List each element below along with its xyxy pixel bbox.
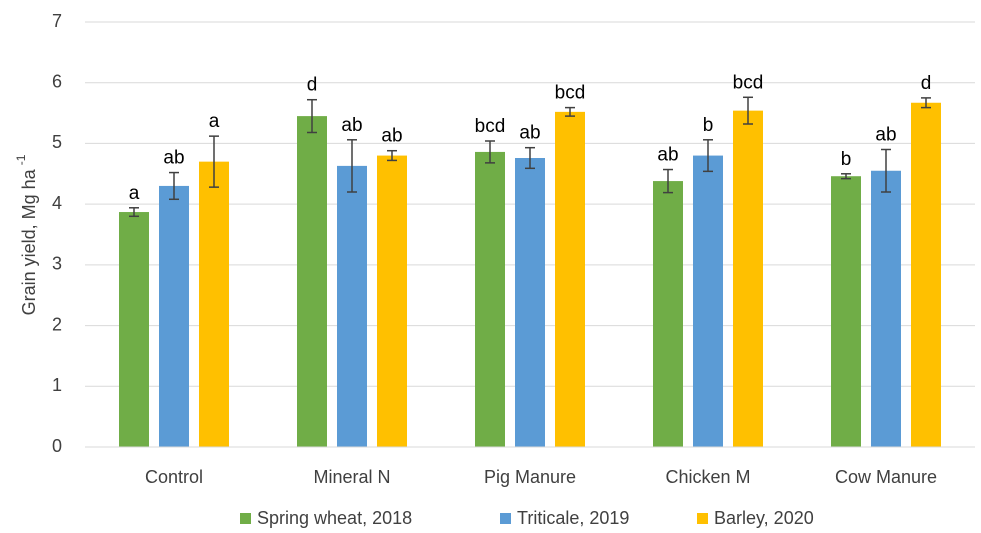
- y-tick-label: 6: [52, 71, 62, 91]
- y-tick-label: 5: [52, 132, 62, 152]
- error-bar: [129, 207, 139, 218]
- bar: [199, 161, 229, 447]
- y-tick-label: 2: [52, 314, 62, 334]
- y-tick-label: 7: [52, 11, 62, 31]
- significance-label: d: [921, 73, 932, 94]
- error-bar: [921, 97, 931, 109]
- significance-label: bcd: [733, 72, 764, 93]
- y-tick-label: 4: [52, 193, 62, 213]
- y-axis-label-superscript: -1: [14, 154, 28, 165]
- legend-label: Triticale, 2019: [517, 508, 629, 528]
- significance-label: b: [703, 115, 714, 136]
- error-bar: [485, 140, 495, 164]
- bar: [555, 111, 585, 447]
- error-bar: [387, 149, 397, 162]
- error-bar: [525, 146, 535, 170]
- bar: [515, 158, 545, 447]
- legend-swatch: [240, 513, 251, 524]
- bar: [733, 110, 763, 448]
- bar: [159, 185, 189, 447]
- y-tick-label: 1: [52, 375, 62, 395]
- significance-label: a: [209, 111, 220, 132]
- y-tick-label: 0: [52, 436, 62, 456]
- error-bar: [565, 106, 575, 117]
- x-tick-label: Pig Manure: [484, 467, 576, 487]
- bar: [475, 151, 505, 447]
- legend-label: Spring wheat, 2018: [257, 508, 412, 528]
- error-bar: [347, 139, 357, 193]
- significance-label: bcd: [475, 116, 506, 137]
- significance-label: ab: [657, 145, 678, 166]
- significance-label: ab: [163, 148, 184, 169]
- y-axis-label-text: Grain yield, Mg ha: [19, 168, 39, 315]
- significance-label: ab: [519, 123, 540, 144]
- error-bar: [703, 139, 713, 173]
- significance-label: ab: [875, 125, 896, 146]
- significance-label: bcd: [555, 83, 586, 104]
- y-axis-label: Grain yield, Mg ha -1: [14, 154, 39, 315]
- x-tick-label: Mineral N: [313, 467, 390, 487]
- x-tick-label: Chicken M: [665, 467, 750, 487]
- significance-label: a: [129, 183, 140, 204]
- bar: [377, 155, 407, 448]
- bar: [693, 155, 723, 448]
- significance-label: d: [307, 75, 318, 96]
- bar: [871, 170, 901, 447]
- bar: [911, 102, 941, 447]
- legend-swatch: [697, 513, 708, 524]
- bar: [653, 181, 683, 448]
- significance-label: b: [841, 149, 852, 170]
- error-bar: [307, 98, 317, 134]
- bar: [297, 116, 327, 447]
- error-bar: [209, 135, 219, 188]
- bar: [337, 165, 367, 447]
- error-bar: [841, 173, 851, 180]
- legend-swatch: [500, 513, 511, 524]
- error-bar: [169, 171, 179, 201]
- legend-label: Barley, 2020: [714, 508, 814, 528]
- error-bar: [663, 168, 673, 194]
- y-tick-label: 3: [52, 254, 62, 274]
- bar: [831, 176, 861, 447]
- significance-label: ab: [341, 115, 362, 136]
- error-bar: [881, 148, 891, 193]
- x-tick-label: Control: [145, 467, 203, 487]
- x-tick-label: Cow Manure: [835, 467, 937, 487]
- error-bar: [743, 96, 753, 125]
- significance-label: ab: [381, 126, 402, 147]
- bar: [119, 212, 149, 447]
